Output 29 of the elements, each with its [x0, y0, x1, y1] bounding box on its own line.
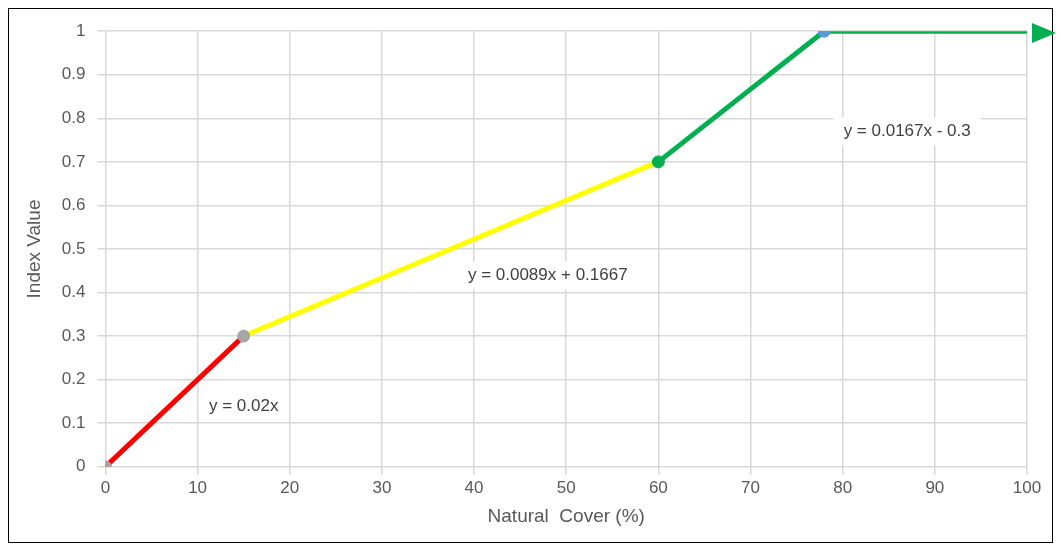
y-tick-label: 0.7 [61, 151, 86, 171]
point [237, 329, 251, 343]
annotation: y = 0.02x [208, 395, 279, 415]
y-tick-label: 1 [75, 20, 86, 40]
x-tick-label: 80 [833, 477, 853, 497]
annotation: y = 0.0089x + 0.1667 [467, 264, 628, 284]
x-tick-label: 60 [648, 477, 668, 497]
x-tick-label: 10 [188, 477, 208, 497]
y-tick-label: 0.2 [61, 369, 86, 389]
x-tick-label: 50 [556, 477, 576, 497]
y-tick-label: 0.3 [61, 325, 86, 345]
x-tick-label: 100 [1012, 477, 1042, 497]
x-tick-label: 70 [741, 477, 760, 497]
y-tick-label: 0.5 [61, 238, 86, 258]
y-tick-label: 0.8 [61, 108, 86, 128]
y-tick-label: 0.9 [61, 64, 86, 84]
y-axis-title: Index Value [22, 199, 44, 299]
y-tick-label: 0.6 [61, 195, 86, 215]
point [651, 155, 665, 169]
y-tick-label: 0.4 [61, 282, 86, 302]
x-tick-label: 40 [464, 477, 484, 497]
x-tick-label: 90 [925, 477, 945, 497]
x-tick-label: 30 [372, 477, 392, 497]
y-tick-label: 0 [75, 456, 86, 476]
x-tick-label: 20 [280, 477, 300, 497]
x-axis-title: Natural Cover (%) [487, 504, 645, 526]
y-tick-label: 0.1 [61, 412, 86, 432]
annotation: y = 0.0167x - 0.3 [843, 121, 971, 141]
x-tick-label: 0 [100, 477, 111, 497]
